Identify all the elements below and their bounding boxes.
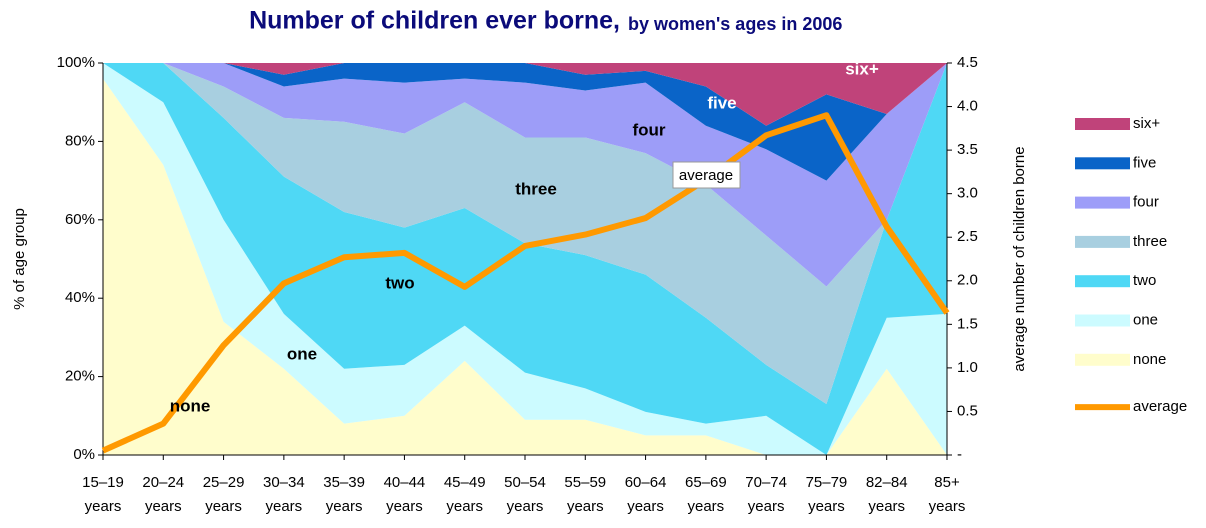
x-tick-label: 75–79 years: [805, 474, 848, 515]
x-tick-label: 30–34 years: [262, 474, 305, 515]
area-label: one: [287, 344, 317, 363]
x-tick-label: 65–69 years: [684, 474, 727, 515]
x-tick-label: 60–64 years: [624, 474, 667, 515]
legend-swatch: [1075, 157, 1130, 170]
y2-tick-label: 2.5: [957, 228, 978, 245]
x-tick-label: 35–39 years: [323, 474, 365, 515]
chart-title: Number of children ever borne,: [249, 7, 620, 35]
legend-label: six+: [1133, 115, 1160, 132]
legend-label: none: [1133, 351, 1166, 368]
area-layer: [103, 63, 947, 287]
legend-label: three: [1133, 233, 1167, 250]
legend-swatch: [1075, 314, 1130, 327]
y-axis-label: % of age group: [11, 208, 28, 310]
y2-axis-label: average number of children borne: [1011, 146, 1028, 371]
y2-tick-label: 4.5: [957, 54, 978, 71]
x-tick-label: 85+ years: [928, 474, 966, 515]
line: [101, 112, 950, 454]
area-layer: [103, 63, 947, 126]
legend-swatch: [1075, 196, 1130, 209]
y2-tick-label: 3.5: [957, 141, 978, 158]
y-tick-label: 0%: [73, 446, 95, 463]
x-tick-label: 55–59 years: [564, 474, 607, 515]
area-label: none: [170, 396, 211, 415]
legend-label: five: [1133, 154, 1156, 171]
x-tick-label: 50–54 years: [504, 474, 546, 515]
legend-label: one: [1133, 311, 1158, 328]
y2-tick-label: 1.0: [957, 359, 978, 376]
area-layer: [103, 63, 947, 405]
area-layer: [103, 63, 947, 455]
y-tick-label: 100%: [57, 54, 95, 71]
area-label: three: [515, 179, 557, 198]
y-tick-label: 80%: [65, 132, 95, 149]
x-tick-label: 45–49 years: [443, 474, 486, 515]
area-label: four: [632, 120, 665, 139]
legend-label: average: [1133, 398, 1187, 415]
chart-subtitle: by women's ages in 2006: [628, 14, 842, 34]
y2-tick-label: 3.0: [957, 185, 978, 202]
legend-label: two: [1133, 272, 1156, 289]
y2-tick-label: 0.5: [957, 402, 978, 419]
area-layer: [103, 78, 947, 456]
x-tick-label: 82–84 years: [865, 474, 908, 515]
area-label: two: [385, 273, 414, 292]
y-tick-label: 20%: [65, 368, 95, 385]
x-tick-label: 25–29 years: [202, 474, 245, 515]
x-tick-label: 40–44 years: [383, 474, 426, 515]
legend-label: four: [1133, 194, 1159, 211]
legend-swatch: [1075, 353, 1130, 366]
area-label: five: [707, 93, 736, 112]
y-tick-label: 60%: [65, 211, 95, 228]
label-box: [672, 161, 741, 189]
x-tick-label: 20–24 years: [142, 474, 185, 515]
y2-tick-label: 1.5: [957, 315, 978, 332]
legend-swatch: [1075, 275, 1130, 288]
legend-swatch: [1075, 118, 1130, 130]
y2-tick-label: -: [957, 446, 962, 463]
x-tick-label: 15–19 years: [82, 474, 124, 515]
y2-tick-label: 4.0: [957, 98, 978, 115]
area-label: six+: [845, 59, 879, 78]
legend-swatch: [1075, 235, 1130, 248]
y-tick-label: 40%: [65, 289, 95, 306]
line-label: average: [679, 167, 733, 184]
area-layer: [103, 63, 947, 455]
y2-tick-label: 2.0: [957, 272, 978, 289]
area-layer: [103, 63, 947, 181]
x-tick-label: 70–74 years: [745, 474, 787, 515]
